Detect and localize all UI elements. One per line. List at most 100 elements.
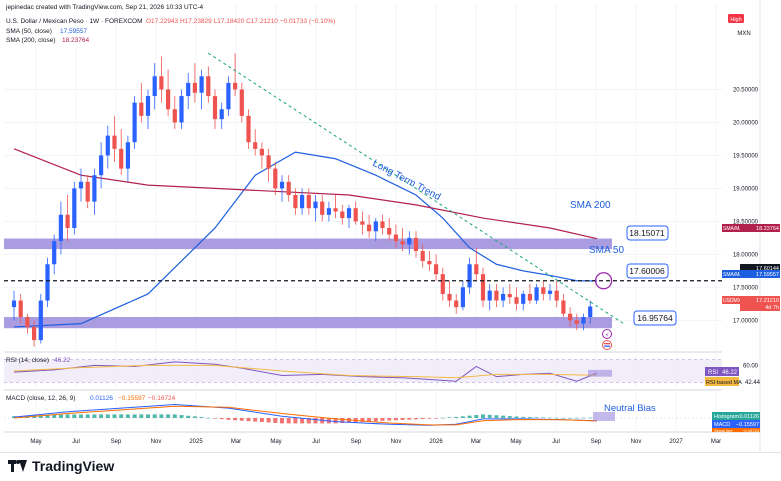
macd-histogram-bar <box>246 418 251 422</box>
macd-histogram-bar <box>233 418 238 421</box>
candle-body <box>132 102 137 143</box>
sma50-legend[interactable]: SMA (50, close) <box>6 28 52 35</box>
pivot-callout[interactable] <box>626 263 669 279</box>
price-tag-value: 17.59557 <box>756 272 779 278</box>
sma200-legend-value: 18.23764 <box>62 37 89 44</box>
candle-body <box>112 135 117 149</box>
macd-histogram-bar <box>554 417 559 419</box>
price-tag-name: SMA/MA <box>723 226 743 232</box>
symbol-title[interactable]: U.S. Dollar / Mexican Peso · 1W · FOREXC… <box>6 18 143 25</box>
macd-highlight-box <box>593 412 615 421</box>
macd-histogram-bar <box>92 414 97 418</box>
macd-histogram-bar <box>132 414 137 418</box>
price-tag-name: SMA/MA <box>723 272 743 278</box>
time-tick-label: Jul <box>72 439 80 445</box>
candle-body <box>152 76 157 97</box>
time-tick-label: 2025 <box>189 439 203 445</box>
candle-body <box>266 155 271 169</box>
rsi-legend[interactable]: RSI (14, close) <box>6 357 49 364</box>
chart-canvas[interactable]: 60.00 20.50000 20.00000 19.50000 19.00000 18… <box>0 0 781 452</box>
tradingview-logo[interactable]: TradingView <box>8 458 114 474</box>
candle-body <box>440 274 445 294</box>
candle-body <box>568 313 573 321</box>
macd-histogram-bar <box>387 418 392 421</box>
candle-body <box>246 115 251 143</box>
rsi-pane: 60.00 <box>4 359 759 383</box>
time-tick-label: May <box>510 439 521 445</box>
moving-averages <box>13 148 598 328</box>
candle-body <box>172 109 177 123</box>
candle-body <box>25 317 30 327</box>
flash-event-icon[interactable] <box>602 329 612 339</box>
candle-body <box>145 96 151 116</box>
macd-histogram-bar <box>481 414 485 418</box>
macd-histogram-bar <box>568 417 573 419</box>
candle-body <box>300 195 305 209</box>
macd-histogram-bar <box>494 415 499 418</box>
macd-histogram-bar <box>65 414 70 418</box>
macd-histogram-bar <box>527 417 532 418</box>
macd-histogram-bar <box>119 414 124 418</box>
candle-body <box>373 221 378 232</box>
time-tick-label: Nov <box>391 439 402 445</box>
histogram-scale-tag <box>712 412 760 420</box>
candle-body <box>588 306 593 318</box>
macd-histogram-bar <box>192 416 197 418</box>
candle-body <box>487 290 492 301</box>
macd-histogram-bar <box>186 415 191 418</box>
candle-body <box>199 76 204 93</box>
support-callout[interactable] <box>633 310 677 326</box>
macd-histogram-bar <box>38 415 43 418</box>
sr-zone <box>4 317 612 329</box>
candle-body <box>380 221 385 228</box>
macd-histogram-bar <box>373 418 378 422</box>
candle-body <box>18 300 23 318</box>
macd-histogram-bar <box>380 418 385 421</box>
rsi-legend-value: 46.22 <box>54 357 71 364</box>
macd-histogram-bar <box>574 417 579 419</box>
candle-body <box>320 201 325 215</box>
macd-histogram-bar <box>333 418 338 424</box>
candle-body <box>72 188 77 228</box>
candle-body <box>85 181 90 202</box>
macd-histogram-bar <box>179 415 184 418</box>
sma200-legend[interactable]: SMA (200, close) <box>6 37 56 44</box>
macd-histogram-bar <box>340 418 345 424</box>
price-tick-label: 17.00000 <box>733 318 759 324</box>
time-tick-label: May <box>30 439 41 445</box>
rsi-scale-value: 46.22 <box>722 370 738 376</box>
macd-histogram-bar <box>152 414 157 418</box>
macd-histogram-bar <box>440 417 445 419</box>
macd-scale-tag <box>712 420 760 428</box>
macd-histogram-bar <box>99 414 104 418</box>
time-tick-label: Mar <box>471 439 481 445</box>
candle-body <box>346 208 352 219</box>
macd-histogram-bar <box>548 417 552 419</box>
signal-scale-value: −0.16724 <box>742 428 760 433</box>
rsi-ma-scale-label: RSI-based MA <box>706 380 742 386</box>
macd-legend[interactable]: MACD (close, 12, 26, 9) <box>6 395 75 402</box>
macd-histogram-bar <box>313 418 318 424</box>
macd-histogram-bar <box>166 414 171 418</box>
tradingview-wordmark: TradingView <box>32 458 115 474</box>
macd-histogram-bar <box>226 418 231 420</box>
price-tag-bg <box>740 264 780 272</box>
long-term-trendline <box>208 52 624 325</box>
candle-body <box>574 320 579 324</box>
macd-histogram-bar <box>213 418 217 419</box>
macd-histogram-bar <box>139 414 144 418</box>
price-tick-label: 20.00000 <box>733 120 759 126</box>
us-flag-event-icon[interactable] <box>602 340 612 350</box>
macd-histogram-bar <box>467 415 472 418</box>
price-tag-bg <box>740 296 780 304</box>
macd-histogram-bar <box>521 416 526 418</box>
price-tick-label: 19.00000 <box>733 186 759 192</box>
candle-body <box>454 300 459 308</box>
candle-body <box>52 241 57 265</box>
candle-body <box>166 89 171 110</box>
macd-histogram-bar <box>45 415 50 418</box>
resistance-callout[interactable] <box>626 225 669 241</box>
price-tag-bg <box>740 270 780 278</box>
histogram-scale-label: Histogram <box>714 414 739 420</box>
